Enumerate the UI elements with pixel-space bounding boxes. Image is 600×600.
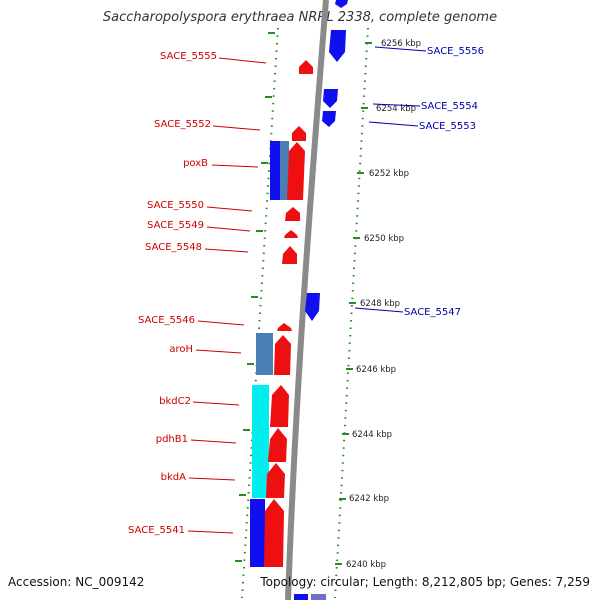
kbp-tick-label: 6250 kbp — [364, 234, 404, 244]
gene-sace-5546 — [277, 323, 292, 331]
kbp-tick-label: 6242 kbp — [349, 494, 389, 504]
gene-label-left[interactable]: SACE_5549 — [147, 220, 204, 231]
kbp-tick-label: 6254 kbp — [376, 104, 416, 114]
gene-label-right[interactable]: SACE_5553 — [419, 121, 476, 132]
gene-sace-5547 — [305, 293, 320, 321]
gene-sace-5555 — [299, 60, 313, 74]
gene-label-right[interactable]: SACE_5547 — [404, 307, 461, 318]
gene-bottom-fwd-2 — [311, 594, 326, 600]
outer-major-ticks — [335, 42, 372, 565]
kbp-tick-label: 6240 kbp — [346, 560, 386, 570]
kbp-tick-label: 6256 kbp — [381, 39, 421, 49]
gene-poxb — [287, 142, 305, 200]
gene-sace-5557 — [335, 0, 348, 8]
gene-aroh-related — [256, 333, 273, 375]
gene-label-left[interactable]: poxB — [183, 158, 208, 169]
gene-label-left[interactable]: bkdC2 — [159, 396, 191, 407]
gene-label-left[interactable]: pdhB1 — [156, 434, 188, 445]
left-label-lines — [187, 57, 267, 534]
gene-aroh — [274, 335, 291, 375]
gene-bottom-fwd — [294, 594, 308, 600]
inner-major-ticks — [235, 32, 275, 562]
gene-label-left[interactable]: SACE_5541 — [128, 525, 185, 536]
gene-label-left[interactable]: aroH — [169, 344, 193, 355]
gene-sace-5552 — [292, 126, 306, 141]
gene-label-left[interactable]: SACE_5550 — [147, 200, 204, 211]
gene-label-left[interactable]: SACE_5548 — [145, 242, 202, 253]
gene-label-right[interactable]: SACE_5554 — [421, 101, 478, 112]
gene-sace-5553 — [322, 111, 336, 127]
gene-label-left[interactable]: SACE_5555 — [160, 51, 217, 62]
gene-sace-5556 — [329, 30, 346, 62]
kbp-tick-label: 6248 kbp — [360, 299, 400, 309]
accession-text: Accession: NC_009142 — [8, 575, 145, 589]
gene-bkdc2 — [270, 385, 289, 427]
reverse-strand-genes — [264, 60, 313, 567]
outer-dotted-circle — [334, 27, 369, 599]
gene-poxb-related — [280, 141, 289, 200]
gene-sace-5549 — [284, 230, 298, 238]
gene-sace-5541 — [264, 499, 284, 567]
gene-label-left[interactable]: SACE_5552 — [154, 119, 211, 130]
gene-pdhb1 — [268, 428, 287, 462]
gene-bkda — [266, 463, 285, 498]
gene-label-right[interactable]: SACE_5556 — [427, 46, 484, 57]
kbp-tick-label: 6244 kbp — [352, 430, 392, 440]
inner-dotted-circle — [241, 27, 279, 599]
forward-strand-genes — [250, 0, 348, 600]
gene-poxb-fwd — [270, 141, 281, 200]
gene-sace-5541-fwd — [250, 499, 265, 567]
backbone — [285, 0, 329, 600]
kbp-tick-label: 6246 kbp — [356, 365, 396, 375]
gene-sace-5550 — [285, 207, 300, 221]
steelblue-genes — [256, 141, 289, 375]
gene-sace-5548 — [282, 246, 297, 264]
right-label-lines — [354, 46, 427, 313]
gene-cyan-block — [252, 385, 269, 498]
map-title: Saccharopolyspora erythraea NRRL 2338, c… — [102, 10, 498, 25]
genome-summary-text: Topology: circular; Length: 8,212,805 bp… — [260, 575, 590, 589]
gene-sace-5554 — [323, 89, 338, 108]
gene-label-left[interactable]: bkdA — [161, 472, 186, 483]
kbp-tick-label: 6252 kbp — [369, 169, 409, 179]
gene-label-left[interactable]: SACE_5546 — [138, 315, 195, 326]
